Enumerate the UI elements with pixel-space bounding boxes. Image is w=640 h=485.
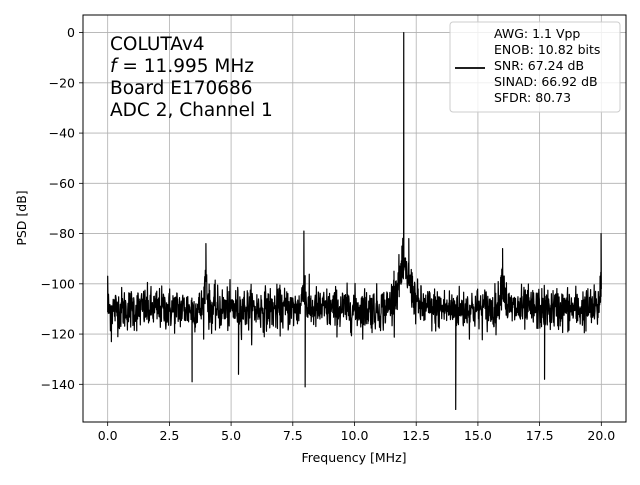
- legend-sinad: SINAD: 66.92 dB: [494, 74, 598, 89]
- annotation-board: Board E170686: [110, 78, 253, 99]
- y-tick-label: −100: [41, 276, 75, 291]
- x-tick-label: 20.0: [587, 428, 615, 443]
- annotation-frequency-symbol: f: [110, 56, 119, 77]
- annotation-frequency-value: = 11.995 MHz: [117, 56, 254, 77]
- y-tick-label: −80: [49, 226, 75, 241]
- x-tick-label: 17.5: [526, 428, 554, 443]
- x-tick-label: 12.5: [402, 428, 430, 443]
- y-tick-label: −140: [41, 377, 75, 392]
- x-tick-label: 7.5: [283, 428, 303, 443]
- legend-enob: ENOB: 10.82 bits: [494, 42, 600, 57]
- x-ticks: 0.0 2.5 5.0 7.5 10.0 12.5 15.0 17.5 20.0: [98, 422, 615, 443]
- x-tick-label: 10.0: [341, 428, 369, 443]
- psd-series-line: [107, 31, 602, 411]
- legend-snr: SNR: 67.24 dB: [494, 58, 584, 73]
- x-tick-label: 5.0: [221, 428, 241, 443]
- y-tick-label: 0: [67, 25, 75, 40]
- legend: AWG: 1.1 Vpp ENOB: 10.82 bits SNR: 67.24…: [449, 21, 621, 113]
- x-tick-label: 15.0: [464, 428, 492, 443]
- x-tick-label: 0.0: [98, 428, 118, 443]
- annotation-channel: ADC 2, Channel 1: [110, 100, 273, 121]
- chart-annotation: COLUTAv4 f = 11.995 MHz Board E170686 AD…: [110, 34, 273, 121]
- x-tick-label: 2.5: [159, 428, 179, 443]
- y-ticks: 0 −20 −40 −60 −80 −100 −120 −140: [41, 25, 83, 392]
- y-tick-label: −120: [41, 327, 75, 342]
- legend-box: [449, 21, 621, 113]
- y-tick-label: −60: [49, 176, 75, 191]
- y-tick-label: −20: [49, 75, 75, 90]
- legend-awg: AWG: 1.1 Vpp: [494, 26, 580, 41]
- series-layer: [107, 31, 602, 411]
- y-axis-title: PSD [dB]: [14, 190, 29, 245]
- y-tick-label: −40: [49, 126, 75, 141]
- annotation-frequency: f = 11.995 MHz: [110, 56, 254, 77]
- annotation-device: COLUTAv4: [110, 34, 205, 55]
- x-axis-title: Frequency [MHz]: [301, 450, 406, 465]
- legend-sfdr: SFDR: 80.73: [494, 90, 571, 105]
